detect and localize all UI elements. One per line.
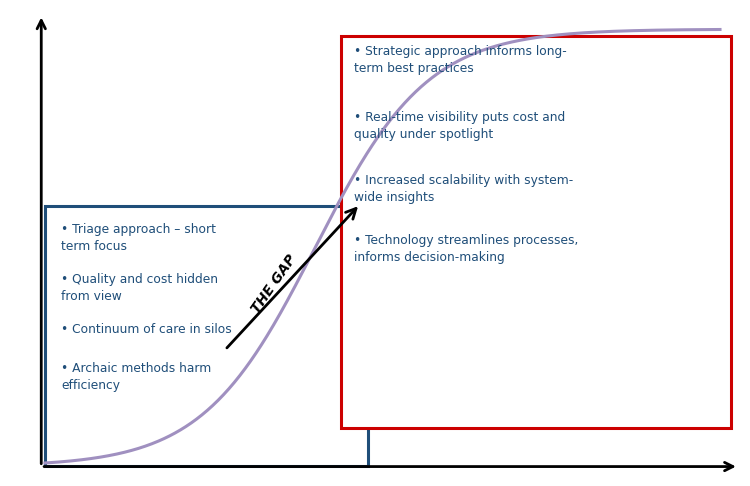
Text: • Increased scalability with system-
wide insights: • Increased scalability with system- wid… [354,174,573,204]
Bar [341,36,731,428]
Text: • Strategic approach informs long-
term best practices: • Strategic approach informs long- term … [354,45,567,75]
Text: • Continuum of care in silos: • Continuum of care in silos [62,323,232,336]
Text: THE GAP: THE GAP [248,253,299,316]
Text: • Quality and cost hidden
from view: • Quality and cost hidden from view [62,273,218,303]
Bar [45,206,368,466]
Text: • Triage approach – short
term focus: • Triage approach – short term focus [62,223,217,253]
Text: • Real-time visibility puts cost and
quality under spotlight: • Real-time visibility puts cost and qua… [354,111,566,141]
Text: • Technology streamlines processes,
informs decision-making: • Technology streamlines processes, info… [354,234,578,264]
Text: • Archaic methods harm
efficiency: • Archaic methods harm efficiency [62,362,211,392]
